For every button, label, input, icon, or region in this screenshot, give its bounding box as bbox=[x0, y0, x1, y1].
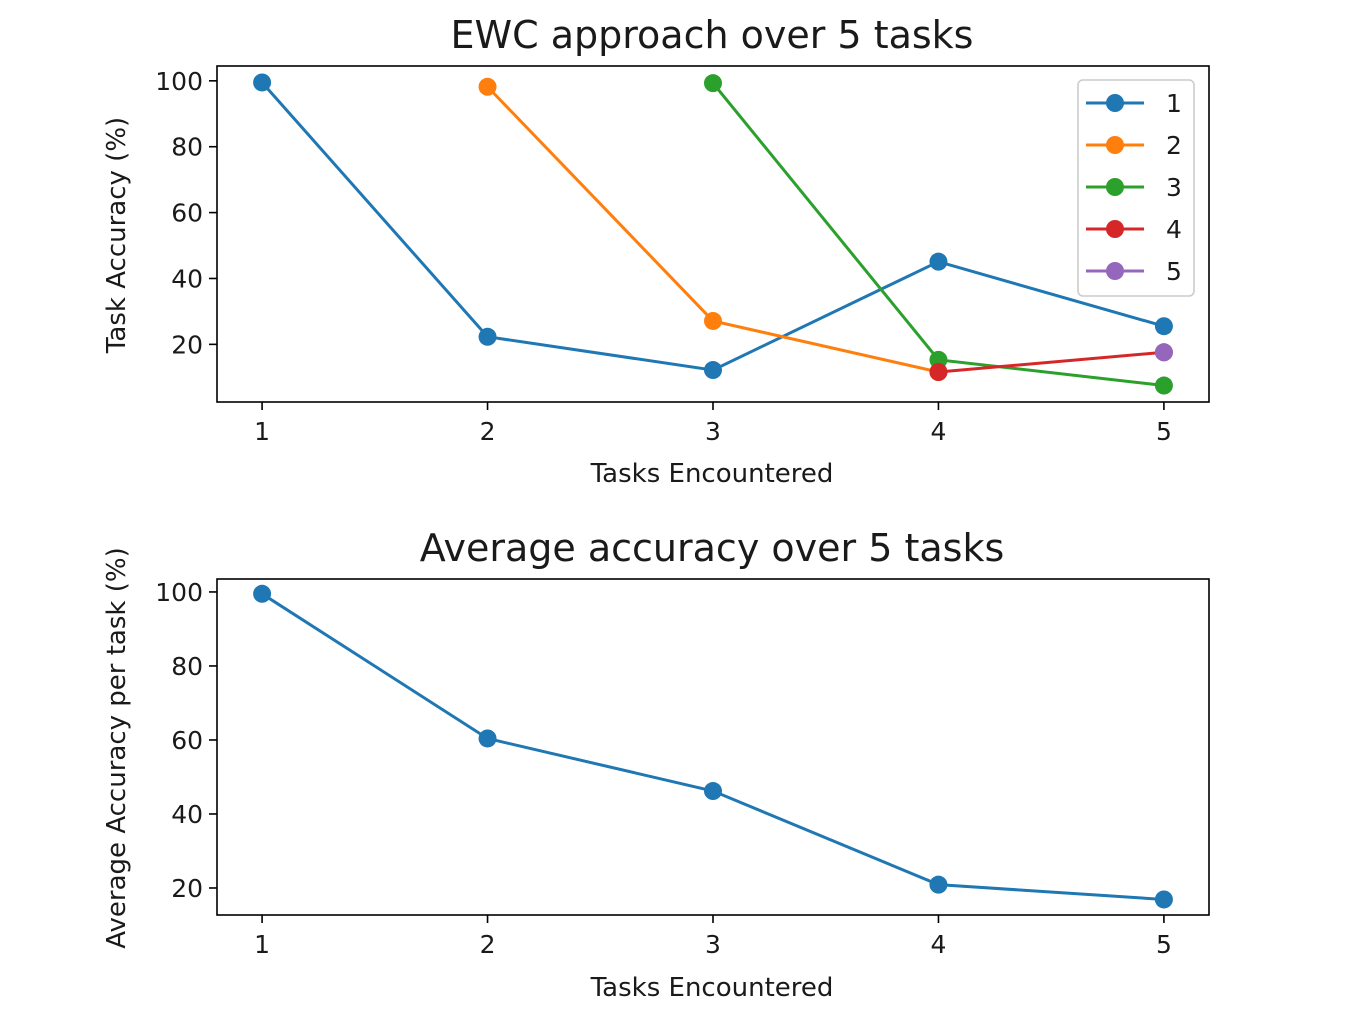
legend-marker bbox=[1106, 136, 1124, 154]
y-tick-label: 60 bbox=[171, 726, 203, 755]
data-point bbox=[704, 782, 722, 801]
x-tick-label: 4 bbox=[931, 417, 947, 446]
data-point bbox=[704, 311, 722, 330]
y-tick-label: 20 bbox=[171, 874, 203, 903]
data-point bbox=[478, 729, 497, 748]
legend-marker bbox=[1106, 262, 1124, 280]
legend: 1 2 3 4 5 bbox=[1077, 79, 1195, 297]
legend-label: 4 bbox=[1166, 215, 1182, 244]
legend-item: 2 bbox=[1086, 131, 1182, 160]
x-tick-label: 2 bbox=[480, 417, 496, 446]
series-line bbox=[938, 350, 1165, 374]
y-axis-label: Task Accuracy (%) bbox=[102, 117, 132, 354]
series-1 bbox=[253, 73, 1173, 380]
x-tick-label: 1 bbox=[254, 417, 270, 446]
data-point bbox=[1154, 343, 1173, 362]
average-accuracy-chart: Average accuracy over 5 tasks Tasks Enco… bbox=[102, 526, 1210, 1003]
data-point bbox=[929, 363, 948, 382]
data-point bbox=[1154, 890, 1173, 909]
plot-frame bbox=[216, 65, 1210, 403]
y-tick-label: 60 bbox=[171, 199, 203, 228]
legend-item: 1 bbox=[1086, 89, 1182, 118]
x-tick-label: 2 bbox=[480, 930, 496, 959]
plot-frame bbox=[216, 578, 1210, 916]
y-tick-label: 80 bbox=[171, 652, 203, 681]
series-2 bbox=[478, 77, 948, 382]
series-line bbox=[261, 592, 1165, 901]
y-tick-label: 80 bbox=[171, 133, 203, 162]
legend-label: 3 bbox=[1166, 173, 1182, 202]
data-point bbox=[478, 327, 497, 346]
x-tick-label: 4 bbox=[931, 930, 947, 959]
legend-label: 1 bbox=[1166, 89, 1182, 118]
x-tick-label: 3 bbox=[705, 417, 721, 446]
y-tick-label: 40 bbox=[171, 264, 203, 293]
y-axis-label: Average Accuracy per task (%) bbox=[102, 547, 132, 948]
chart-title: EWC approach over 5 tasks bbox=[451, 13, 974, 57]
y-tick-label: 100 bbox=[155, 578, 203, 607]
y-tick-label: 40 bbox=[171, 800, 203, 829]
series-1 bbox=[253, 584, 1173, 909]
data-point bbox=[1154, 317, 1173, 336]
legend-item: 5 bbox=[1086, 257, 1182, 286]
data-point bbox=[253, 73, 272, 92]
chart-title: Average accuracy over 5 tasks bbox=[420, 526, 1005, 570]
legend-label: 2 bbox=[1166, 131, 1182, 160]
ewc-chart: EWC approach over 5 tasks Tasks Encounte… bbox=[102, 13, 1210, 489]
data-point bbox=[478, 77, 497, 96]
x-tick-label: 3 bbox=[705, 930, 721, 959]
data-point bbox=[1154, 376, 1173, 395]
legend-item: 3 bbox=[1086, 173, 1182, 202]
data-point bbox=[929, 875, 948, 894]
legend-marker bbox=[1106, 220, 1124, 238]
legend-label: 5 bbox=[1166, 257, 1182, 286]
series-5 bbox=[1154, 343, 1173, 362]
x-tick-label: 5 bbox=[1156, 930, 1172, 959]
x-axis-label: Tasks Encountered bbox=[590, 459, 834, 489]
data-point bbox=[253, 584, 272, 603]
x-axis-label: Tasks Encountered bbox=[590, 973, 834, 1003]
x-tick-label: 1 bbox=[254, 930, 270, 959]
legend-item: 4 bbox=[1086, 215, 1182, 244]
data-point bbox=[704, 361, 722, 380]
y-tick-label: 20 bbox=[171, 330, 203, 359]
y-tick-label: 100 bbox=[155, 67, 203, 96]
data-point bbox=[929, 252, 948, 271]
data-point bbox=[704, 74, 722, 93]
x-tick-label: 5 bbox=[1156, 417, 1172, 446]
legend-marker bbox=[1106, 94, 1124, 112]
legend-marker bbox=[1106, 178, 1124, 196]
